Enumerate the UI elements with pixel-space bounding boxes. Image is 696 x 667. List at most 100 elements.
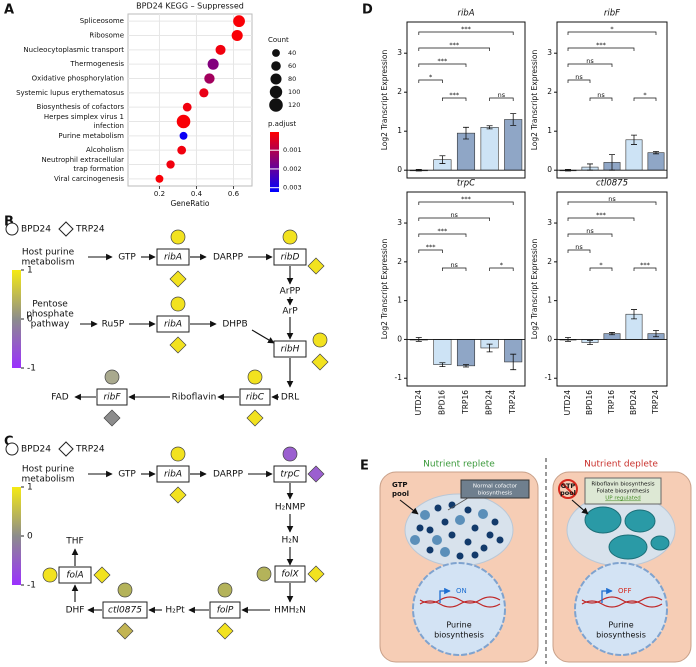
error-bar [510,353,517,371]
error-bar [653,151,659,155]
significance-bracket [418,79,443,83]
panel-label: B [4,215,14,230]
bar [433,339,452,365]
metabolite: H₂Pt [165,606,185,616]
metabolite: DARPP [213,253,244,263]
trp-fold-change [169,336,187,354]
legend-label: 0.003 [283,184,302,192]
nucleus [574,562,668,656]
granule [478,509,488,519]
nucleus-label: biosynthesis [434,631,484,640]
x-tick-label: TRP16 [607,390,616,415]
gene-box [273,248,307,266]
dna [419,596,501,608]
nucleus [412,562,506,656]
granule [471,524,479,532]
y-axis-label: Log2 Transcript Expression [530,239,539,340]
dot [204,73,215,84]
trp-fold-change [169,486,187,504]
x-tick-label: BPD16 [585,390,594,415]
legend-label: TRP24 [75,225,105,235]
granule [416,524,424,532]
error-bar [439,362,446,367]
panel-label: C [4,435,14,450]
gene-box [273,465,307,483]
significance-label: ns [450,211,458,219]
significance-bracket [567,249,591,253]
significance-label: ns [586,227,594,235]
dna [581,596,663,608]
significance-label: *** [426,243,437,251]
x-tick-label: BPD24 [629,390,638,415]
dot [207,58,219,70]
y-axis-label: Log2 Transcript Expression [380,50,389,151]
x-axis-label: GeneRatio [170,199,209,208]
y-tick-label: Nucleocytoplasmic transport [23,46,124,54]
significance-bracket [418,63,467,67]
metabolite: DHPB [222,320,247,330]
granule [486,531,494,539]
gene: folA [66,571,83,581]
x-tick-label: UTD24 [414,390,423,416]
trp-fold-change [116,622,134,640]
granule [471,551,479,559]
significance-label: *** [449,41,460,49]
dot [233,15,245,28]
legend-dot [269,85,283,99]
metabolite: ArP [282,307,298,317]
gene: ribA [164,470,182,480]
gene-box [102,601,148,619]
dot [215,44,226,55]
plot-area [556,191,668,387]
error-bar [587,340,593,345]
x-tick-label: 0.2 [154,190,165,198]
y-tick-label: 0 [397,165,402,174]
significance-bracket [589,267,613,271]
legend-dot [270,73,282,85]
gene: ribC [246,393,265,403]
gene: trpC [280,470,300,480]
gene-box [239,388,271,406]
dot [155,174,164,183]
dot [179,131,188,140]
panel-label: A [4,3,14,18]
metabolite: H₂NMP [275,503,306,513]
chart-title: BPD24 KEGG – Suppressed [136,2,244,11]
significance-bracket [418,217,490,221]
x-tick-label: TRP16 [461,390,470,415]
dot [176,114,191,129]
bar [456,339,476,367]
gtp-granules [410,501,504,560]
gene-box [96,388,128,406]
pointer [399,499,419,515]
plot-area [127,13,253,187]
granule [432,535,442,545]
significance-bracket [633,97,657,101]
metabolite: H₂N [281,536,298,546]
legend-label: 60 [288,62,296,70]
large-granules [584,506,670,560]
gene: ribF [103,393,121,403]
legend-label: TRP24 [75,445,105,455]
bpd-fold-change [282,446,298,462]
bpd-fold-change [170,296,186,312]
gene: ctl0875 [108,606,142,616]
legend-label: 100 [288,88,300,96]
condition-title: Nutrient replete [423,460,495,470]
y-tick-label: 1 [397,296,402,305]
chart-title: ribF [604,9,620,19]
x-tick-label: TRP24 [508,390,517,415]
metabolite: DRL [281,393,299,403]
legend-symbol [58,221,74,237]
granule [440,547,450,557]
dot [231,29,243,42]
gene: ribD [281,253,300,263]
chart-title: ribA [457,9,474,19]
gtp-label: GTP [561,482,576,490]
source: pathway [31,320,70,330]
colorbar-label: -1 [27,581,36,591]
significance-bracket [418,47,490,51]
significance-bracket [567,201,657,205]
y-tick-label: 1 [547,296,552,305]
y-tick-label: Ribosome [89,32,124,40]
